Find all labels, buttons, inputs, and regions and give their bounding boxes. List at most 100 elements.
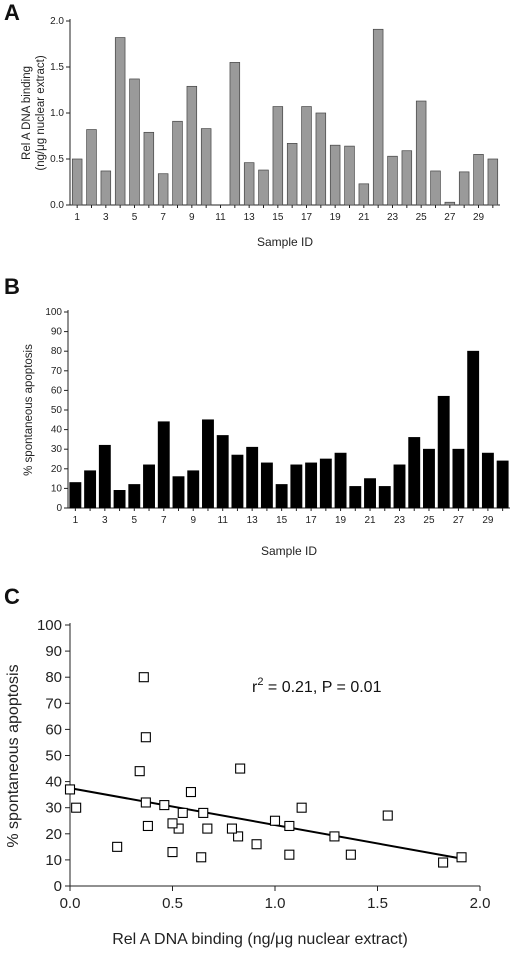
x-tick-label: 19 — [335, 515, 347, 526]
y-tick-label: 1.0 — [50, 108, 64, 119]
bar-sample-27 — [452, 448, 465, 509]
scatter-point — [140, 732, 151, 743]
scatter-point — [235, 763, 246, 774]
bar-sample-25 — [423, 448, 435, 509]
y-tick-label: 0 — [56, 503, 62, 514]
scatter-point — [198, 807, 209, 818]
x-tick-label: 29 — [482, 515, 494, 526]
y-tick-label: 70 — [51, 366, 63, 377]
panel-label-a: A — [4, 0, 20, 25]
bar-sample-3 — [98, 444, 111, 509]
chart-c-scatter: 0 10 20 30 40 50 60 70 80 90 100 0.0 0.5 1.0 1.5 2.0 r2 … — [5, 617, 491, 948]
bar-sample-5 — [129, 78, 140, 206]
scatter-point — [202, 823, 213, 834]
y-tick-label: 80 — [51, 346, 63, 357]
bar-sample-13 — [246, 446, 259, 509]
bar-sample-18 — [319, 458, 332, 509]
regression-line — [69, 787, 462, 860]
bar-sample-2 — [86, 129, 97, 206]
scatter-point — [173, 823, 184, 834]
bar-sample-6 — [143, 464, 155, 509]
y-tick-label: 30 — [51, 444, 63, 455]
x-tick-label: 3 — [102, 515, 108, 526]
bar-sample-6 — [143, 131, 155, 206]
x-axis-title: Sample ID — [257, 235, 313, 249]
bar-sample-20 — [349, 486, 362, 509]
scatter-point — [329, 831, 340, 842]
x-tick-label: 27 — [453, 515, 465, 526]
bar-sample-20 — [344, 145, 355, 206]
x-tick-label: 1 — [74, 212, 80, 223]
y-tick-label: 40 — [51, 425, 63, 436]
scatter-point — [138, 672, 149, 683]
scatter-point — [167, 818, 178, 829]
scatter-point — [233, 831, 244, 842]
bar-sample-29 — [481, 452, 494, 509]
bar-sample-19 — [329, 144, 341, 206]
bar-sample-15 — [275, 484, 288, 509]
bar-sample-9 — [186, 85, 198, 206]
bar-sample-15 — [272, 106, 284, 206]
y-tick-label: 10 — [51, 483, 63, 494]
bar-sample-13 — [243, 162, 255, 206]
x-tick-label: 0.0 — [60, 895, 81, 912]
y-tick-label: 90 — [45, 643, 62, 660]
x-tick-label: 17 — [306, 515, 318, 526]
bar-sample-24 — [401, 150, 413, 206]
bar-sample-12 — [229, 62, 241, 206]
scatter-point — [226, 823, 237, 834]
bar-sample-24 — [408, 437, 421, 509]
y-axis-title: % spontaneous apoptosis — [23, 344, 35, 476]
panel-label-c: C — [4, 584, 20, 609]
bar-sample-18 — [315, 112, 327, 206]
y-axis-title: % spontaneous apoptosis — [5, 664, 22, 847]
x-tick-label: 29 — [473, 212, 485, 223]
bar-sample-2 — [84, 470, 97, 509]
x-tick-label: 25 — [416, 212, 428, 223]
bar-sample-10 — [200, 128, 212, 206]
bar-sample-17 — [305, 462, 318, 509]
scatter-point — [456, 852, 467, 863]
bar-sample-10 — [202, 419, 214, 509]
bar-sample-27 — [444, 201, 456, 206]
scatter-point — [284, 849, 295, 860]
y-tick-label: 10 — [45, 852, 62, 869]
x-tick-label: 25 — [423, 515, 435, 526]
bar-sample-11 — [216, 435, 229, 509]
x-tick-label: 17 — [301, 212, 313, 223]
x-axis-title: Rel A DNA binding (ng/μg nuclear extract… — [112, 931, 408, 948]
bar-sample-29 — [473, 154, 484, 206]
y-tick-label: 100 — [45, 307, 62, 318]
x-tick-label: 2.0 — [470, 895, 491, 912]
bar-sample-3 — [100, 170, 112, 206]
bar-sample-22 — [378, 486, 391, 509]
scatter-point — [185, 786, 196, 798]
y-tick-label: 30 — [45, 800, 62, 817]
bar-sample-7 — [157, 173, 169, 206]
scatter-point — [296, 802, 307, 813]
y-tick-label: 60 — [45, 721, 62, 738]
panel-label-b: B — [4, 274, 20, 299]
scatter-point — [134, 766, 145, 777]
scatter-point — [71, 802, 82, 813]
y-tick-label: 1.5 — [50, 62, 64, 73]
x-tick-label: 27 — [444, 212, 456, 223]
x-tick-label: 7 — [161, 515, 167, 526]
bar-sample-9 — [187, 470, 200, 509]
y-tick-label: 70 — [45, 695, 62, 712]
bar-sample-1 — [69, 482, 82, 509]
x-tick-label: 9 — [189, 212, 195, 223]
scatter-point — [140, 797, 151, 808]
bar-sample-19 — [334, 452, 347, 509]
x-tick-label: 13 — [247, 515, 259, 526]
y-tick-label: 90 — [51, 327, 63, 338]
x-tick-label: 21 — [364, 515, 376, 526]
y-tick-label: 20 — [51, 464, 63, 475]
bar-sample-26 — [437, 395, 450, 509]
scatter-point — [167, 847, 178, 858]
bar-sample-14 — [258, 169, 269, 206]
scatter-point — [112, 841, 123, 852]
x-axis-title: Sample ID — [261, 544, 317, 558]
bar-sample-7 — [157, 421, 170, 509]
